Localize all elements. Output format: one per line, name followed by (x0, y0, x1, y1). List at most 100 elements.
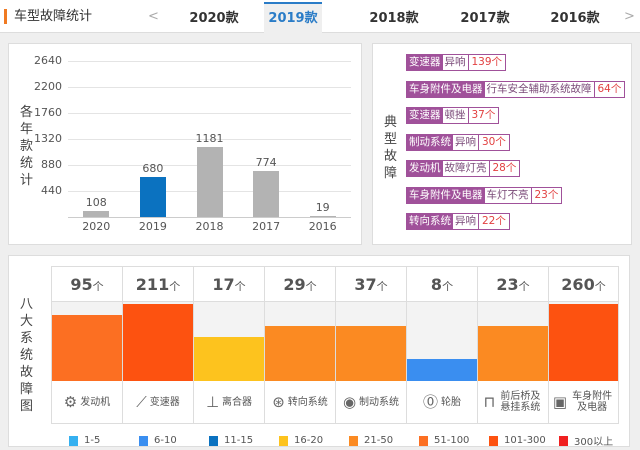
bar-value-label: 680 (142, 161, 164, 175)
count-value: 211 (135, 275, 170, 294)
bar-value-label: 108 (85, 195, 107, 209)
system-bar (478, 326, 548, 381)
x-axis (68, 217, 351, 218)
y-tick-label: 2200 (34, 80, 62, 93)
typical-fault-item[interactable]: 变速器 异响 139个 (406, 54, 507, 71)
count-value: 17 (212, 275, 235, 294)
system-label: ⊓ 前后桥及悬挂系统 (478, 381, 548, 424)
system-bar (52, 315, 122, 381)
typical-fault-item[interactable]: 发动机 故障灯亮 28个 (406, 160, 521, 177)
bar-2018[interactable] (196, 147, 223, 217)
brake-disc-icon: ◉ (342, 392, 357, 411)
system-column[interactable]: 23个 ⊓ 前后桥及悬挂系统 (477, 266, 548, 424)
legend-label: 101-300 (504, 435, 546, 446)
tire-icon: ⓪ (422, 392, 438, 411)
system-name: 制动系统 (359, 396, 400, 408)
system-bar-area (194, 302, 264, 381)
system-column[interactable]: 95个 ⚙ 发动机 (51, 266, 122, 424)
y-tick-label: 1320 (34, 132, 62, 145)
system-label: ⊛ 转向系统 (265, 381, 335, 424)
gridline (68, 139, 351, 140)
legend-label: 11-15 (224, 435, 254, 446)
legend-label: 6-10 (154, 435, 177, 446)
system-name: 发动机 (80, 396, 111, 408)
fault-system: 车身附件及电器 (407, 81, 485, 97)
engine-icon: ⚙ (63, 392, 78, 411)
system-name: 车身附件及电器 (572, 391, 613, 413)
tab-2017[interactable]: 2017款 (460, 11, 510, 26)
count-value: 8 (430, 275, 443, 294)
fault-count: 23个 (534, 188, 559, 201)
typical-faults-label: 典型故障 (383, 115, 397, 181)
bar-value-label: 774 (255, 156, 277, 170)
fault-count: 28个 (492, 162, 517, 174)
system-bar (265, 326, 335, 381)
count-unit: 个 (376, 280, 388, 293)
typical-fault-item[interactable]: 车身附件及电器 行车安全辅助系统故障 64个 (406, 80, 626, 98)
legend-label: 300以上 (574, 437, 614, 448)
next-arrow[interactable]: > (624, 9, 635, 24)
legend-item: 16-20 (279, 433, 349, 448)
system-bar-area (407, 302, 477, 381)
fault-count: 22个 (482, 215, 506, 227)
typical-fault-item[interactable]: 车身附件及电器 车灯不亮 23个 (406, 186, 563, 204)
gear-shift-icon: ⟋ (136, 392, 147, 411)
legend-item: 51-100 (419, 433, 489, 448)
tab-2019[interactable]: 2019款 (264, 2, 322, 34)
system-count: 95个 (52, 266, 122, 302)
bar-2016[interactable] (309, 215, 336, 217)
system-bar-area (336, 302, 406, 381)
system-bar (407, 359, 477, 381)
bar-2017[interactable] (253, 171, 280, 217)
x-tick-label: 2016 (308, 220, 337, 233)
system-bar-area (123, 302, 193, 381)
count-value: 37 (354, 275, 377, 294)
system-bar-area (478, 302, 548, 381)
systems-label: 八大系统故障图 (19, 297, 33, 414)
legend-item: 11-15 (209, 433, 279, 448)
system-bar-area (265, 302, 335, 381)
system-count: 29个 (265, 266, 335, 302)
system-column[interactable]: 211个 ⟋ 变速器 (122, 266, 193, 424)
legend-swatch (559, 435, 568, 446)
count-value: 260 (561, 275, 595, 294)
fault-description: 异响 (443, 55, 469, 70)
bar-value-label: 19 (315, 200, 330, 214)
legend-item: 1-5 (69, 433, 139, 448)
fault-description: 车灯不亮 (485, 187, 532, 203)
bar-2019[interactable] (139, 176, 166, 217)
count-value: 29 (283, 275, 306, 294)
typical-fault-item[interactable]: 变速器 顿挫 37个 (406, 107, 500, 124)
system-name: 离合器 (222, 396, 253, 408)
fault-system: 转向系统 (407, 214, 453, 229)
x-tick-label: 2017 (252, 220, 281, 233)
system-label: ⟋ 变速器 (123, 381, 193, 424)
typical-faults-panel: 典型故障 变速器 异响 139个 车身附件及电器 行车安全辅助系统故障 64个 变速器 顿挫 3… (372, 43, 632, 245)
fault-count: 64个 (597, 82, 622, 95)
tab-2018[interactable]: 2018款 (369, 11, 419, 26)
legend-label: 51-100 (434, 435, 470, 446)
system-column[interactable]: 37个 ◉ 制动系统 (335, 266, 406, 424)
y-tick-label: 1760 (34, 106, 62, 119)
system-column[interactable]: 29个 ⊛ 转向系统 (264, 266, 335, 424)
system-column[interactable]: 260个 ▣ 车身附件及电器 (548, 266, 619, 424)
system-count: 23个 (478, 266, 548, 302)
tab-2020[interactable]: 2020款 (189, 11, 239, 26)
year-chart-panel: 各年款统计 440 880 1320 1760 2200 2640 108 2020 680 20… (8, 43, 362, 245)
legend: 1-5 6-10 11-15 16-20 21-50 51-100 101-300 300以上 (69, 433, 629, 448)
prev-arrow[interactable]: < (148, 9, 159, 24)
typical-fault-item[interactable]: 转向系统 异响 22个 (406, 213, 510, 230)
count-unit: 个 (169, 280, 181, 293)
count-unit: 个 (305, 280, 317, 293)
x-tick-label: 2018 (195, 220, 224, 233)
tab-2016[interactable]: 2016款 (550, 11, 600, 26)
legend-item: 21-50 (349, 433, 419, 448)
bar-2020[interactable] (83, 210, 110, 217)
system-column[interactable]: 8个 ⓪ 轮胎 (406, 266, 477, 424)
gridline (68, 61, 351, 62)
typical-fault-item[interactable]: 制动系统 异响 30个 (406, 133, 510, 151)
systems-panel: 八大系统故障图 95个 ⚙ 发动机 211个 ⟋ 变速器 17个 ⊥ 离合器 29个 ⊛ 转向系统 37… (8, 255, 630, 448)
system-column[interactable]: 17个 ⊥ 离合器 (193, 266, 264, 424)
fault-description: 异响 (453, 214, 479, 229)
fault-description: 行车安全辅助系统故障 (485, 81, 595, 97)
